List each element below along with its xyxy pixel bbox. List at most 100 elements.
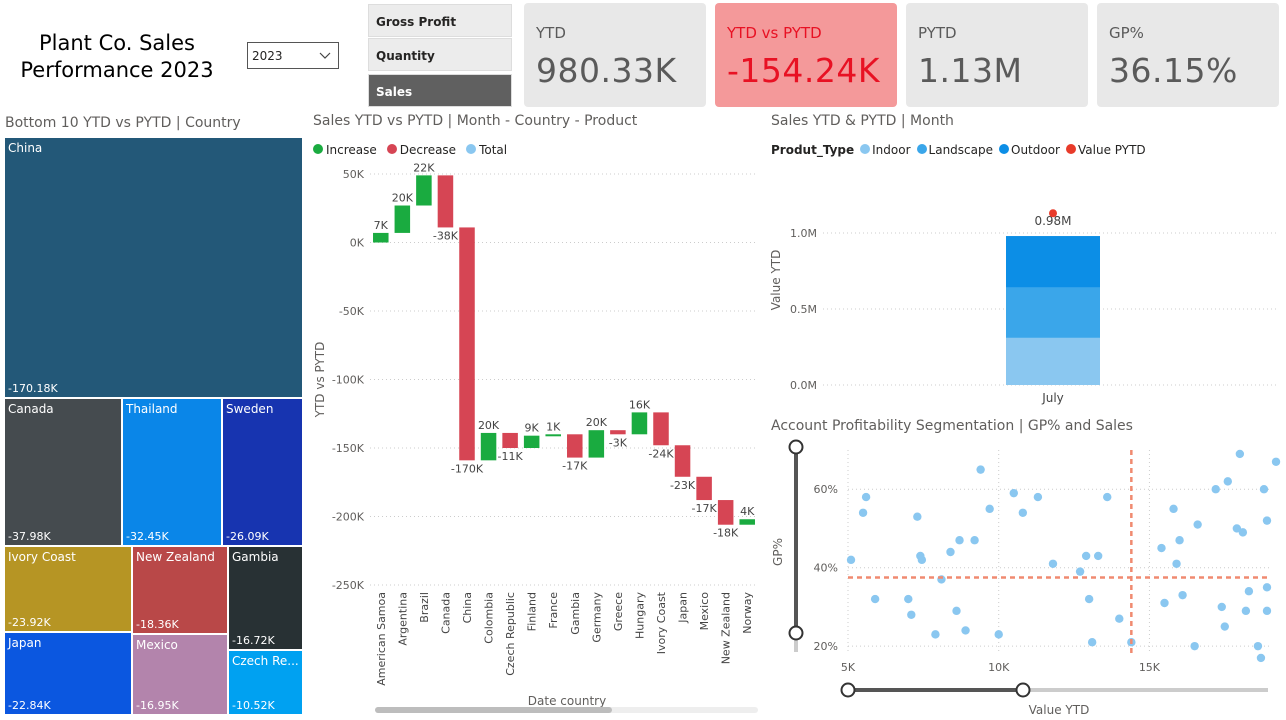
gp-slider-handle-bottom[interactable] [788,625,804,641]
scatter-point [1223,477,1232,486]
legend-decrease[interactable]: Decrease [386,143,456,157]
scatter-point [1087,638,1097,647]
stacked-title: Sales YTD & PYTD | Month [771,113,954,129]
x-tick-label: 5K [841,661,856,674]
scatter-point [1262,606,1272,616]
y-tick-label: 1.0M [790,227,817,240]
tile-value: -37.98K [8,530,51,543]
scatter-point [1217,602,1226,612]
scatter-point [1259,485,1269,494]
y-axis-title: YTD vs PYTD [313,342,327,419]
scatter-point [1238,528,1248,537]
gp-slider-handle-top[interactable] [788,439,804,455]
year-dropdown[interactable]: 2023 [247,42,339,69]
tile-name: Mexico [136,638,178,652]
tile-value: -32.45K [126,530,169,543]
scatter-point [1271,457,1281,466]
waterfall-bar [631,412,648,435]
data-label: 1K [546,420,561,433]
chevron-down-icon [319,52,331,59]
treemap-tile-sweden[interactable]: Sweden -26.09K [222,398,303,546]
scatter-point [1235,449,1245,459]
kpi-card-ytd-vs-pytd: YTD vs PYTD -154.24K [715,3,897,107]
legend-label: Outdoor [1011,143,1060,157]
metric-sales-button[interactable]: Sales [368,74,512,107]
stacked-legend: Produt_Type Indoor Landscape Outdoor Val… [771,143,1146,157]
scatter-point [946,547,955,557]
tile-name: China [8,141,43,155]
legend-label: Value PYTD [1078,143,1146,157]
treemap-tile-mexico[interactable]: Mexico -16.95K [132,634,228,715]
data-label: 9K [525,422,540,435]
data-label: 7K [374,219,389,232]
y-tick-label: -200K [332,511,365,524]
legend-value-pytd[interactable]: Value PYTD [1066,143,1146,157]
x-tick-label: Brazil [418,592,431,623]
kpi-value: 980.33K [536,51,677,90]
scatter-point [1220,622,1229,631]
data-label: -38K [433,229,459,242]
scatter-point [1244,587,1254,596]
kpi-card-ytd: YTD 980.33K [524,3,706,107]
y-tick-label: 40% [814,562,838,575]
data-label: -3K [609,436,628,449]
treemap-tile-ivory-coast[interactable]: Ivory Coast -23.92K [4,546,132,632]
scatter-point [1232,524,1242,533]
scrollbar-thumb [375,707,612,713]
x-tick-label: Ivory Coast [655,591,668,654]
legend-total[interactable]: Total [466,143,507,157]
treemap-tile-thailand[interactable]: Thailand -32.45K [122,398,222,546]
ytd-slider-handle-left[interactable] [840,682,856,698]
scatter-point [976,465,985,474]
legend-dot-icon [999,144,1009,154]
x-tick-label: July [1041,391,1064,405]
legend-dot-icon [313,144,323,154]
tile-name: New Zealand [136,550,215,564]
treemap-tile-gambia[interactable]: Gambia -16.72K [228,546,303,650]
x-tick-label: American Samoa [375,592,388,686]
stacked-chart: 1.0M 0.5M 0.0M Value YTD 0.98M July [769,209,1278,405]
waterfall-bar [480,432,497,461]
kpi-card-gp-percent: GP% 36.15% [1097,3,1279,107]
ytd-slider-handle-right[interactable] [1015,682,1031,698]
scatter-point [985,504,994,514]
kpi-label: GP% [1109,24,1144,42]
waterfall-bar [610,430,626,435]
tile-value: -23.92K [8,616,51,629]
total-label: 0.98M [1034,214,1071,228]
scatter-point [861,492,871,502]
legend-outdoor[interactable]: Outdoor [999,143,1060,157]
legend-increase[interactable]: Increase [313,143,377,157]
pytd-marker [1049,209,1057,218]
treemap-title: Bottom 10 YTD vs PYTD | Country [5,115,241,131]
scatter-point [917,555,927,565]
scatter-point [1190,641,1199,651]
x-axis-title: Date country [528,694,606,708]
metric-gross-profit-button[interactable]: Gross Profit [368,4,512,37]
treemap-tile-japan[interactable]: Japan -22.84K [4,632,132,715]
legend-indoor[interactable]: Indoor [860,143,911,157]
waterfall-bar [567,434,583,458]
x-tick-label: Canada [439,592,452,634]
x-tick-label: Finland [526,592,539,631]
treemap-tile-canada[interactable]: Canada -37.98K [4,398,122,546]
legend-landscape[interactable]: Landscape [916,143,993,157]
scatter-point [858,508,868,517]
scatter-point [994,630,1003,639]
treemap-tile-czech-republic[interactable]: Czech Re... -10.52K [228,650,303,715]
scatter-point [1241,606,1251,616]
scatter-point [904,594,913,604]
data-label: -18K [713,527,739,540]
metric-quantity-button[interactable]: Quantity [368,38,512,71]
scatter-point [913,512,922,521]
treemap-tile-china[interactable]: China -170.18K [4,137,303,398]
sales-label: Sales [376,85,413,99]
stacked-segment-indoor [1006,337,1100,385]
kpi-label: PYTD [918,24,957,42]
waterfall-bar [373,232,389,243]
x-tick-label: Hungary [633,592,646,639]
treemap-tile-new-zealand[interactable]: New Zealand -18.36K [132,546,228,634]
scatter-point [1093,551,1103,561]
scatter-point [1178,590,1187,600]
stacked-segment-outdoor [1006,236,1100,288]
